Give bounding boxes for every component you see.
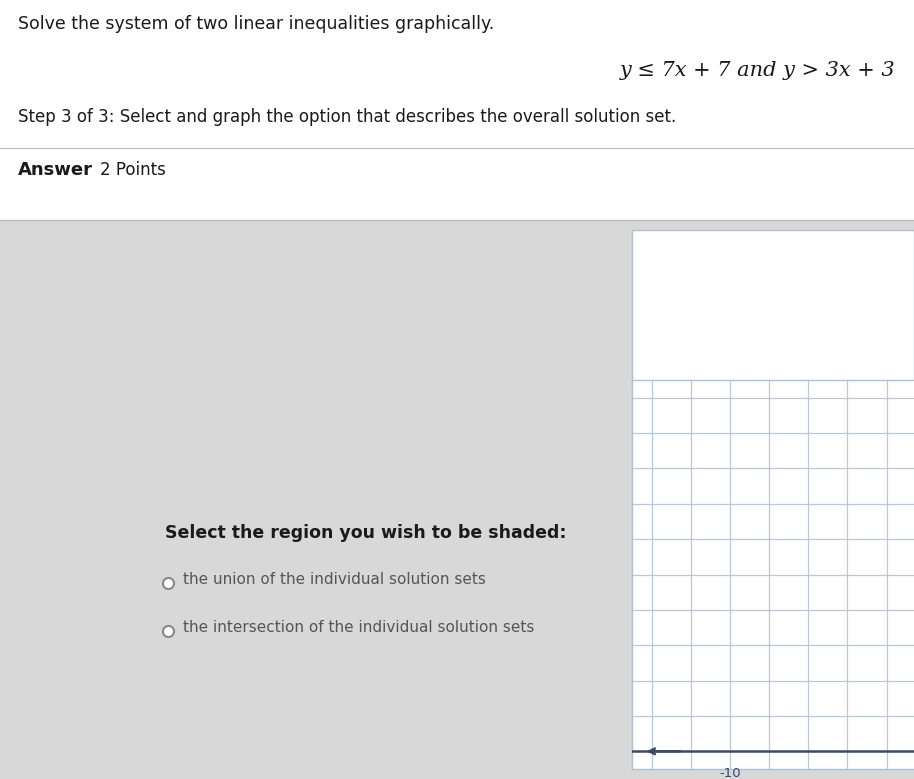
Text: Solve the system of two linear inequalities graphically.: Solve the system of two linear inequalit… [18,15,494,33]
Text: Step 3 of 3: Select and graph the option that describes the overall solution set: Step 3 of 3: Select and graph the option… [18,108,676,126]
Text: Select the region you wish to be shaded:: Select the region you wish to be shaded: [165,524,567,542]
Text: Answer: Answer [18,161,93,179]
Text: the intersection of the individual solution sets: the intersection of the individual solut… [183,619,535,635]
Text: 2 Points: 2 Points [100,161,165,179]
Bar [632,230,914,390]
Text: -10: -10 [719,767,740,779]
Bar [0,0,914,220]
Text: the union of the individual solution sets: the union of the individual solution set… [183,572,486,587]
Text: y ≤ 7x + 7 and y > 3x + 3: y ≤ 7x + 7 and y > 3x + 3 [620,61,895,80]
